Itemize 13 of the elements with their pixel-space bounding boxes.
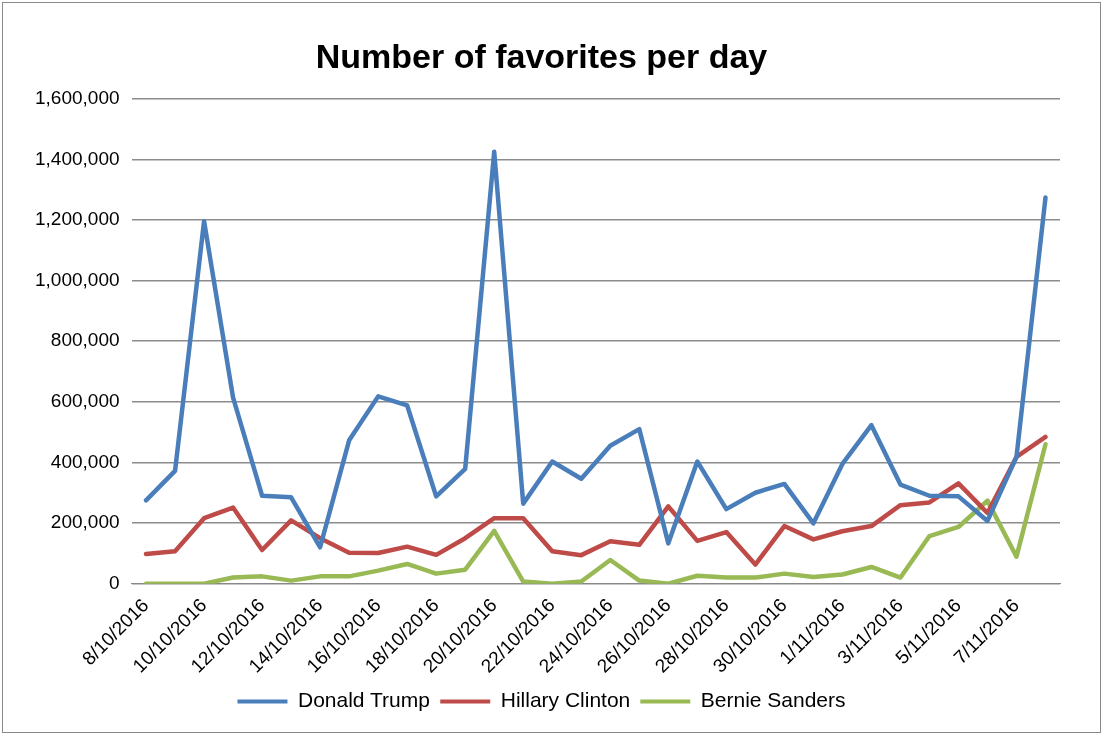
chart-title: Number of favorites per day <box>315 36 768 75</box>
y-tick-label: 200,000 <box>50 511 120 533</box>
legend-label: Bernie Sanders <box>700 688 846 712</box>
y-tick-label: 1,000,000 <box>34 268 120 290</box>
y-tick-label: 400,000 <box>50 450 120 472</box>
y-tick-label: 1,200,000 <box>34 208 120 230</box>
legend-label: Hillary Clinton <box>500 688 631 712</box>
y-tick-label: 600,000 <box>50 390 120 412</box>
y-tick-label: 0 <box>108 571 120 593</box>
y-tick-label: 1,400,000 <box>34 147 120 169</box>
y-tick-label: 1,600,000 <box>34 87 120 109</box>
legend-label: Donald Trump <box>297 688 430 712</box>
y-tick-label: 800,000 <box>50 329 120 351</box>
